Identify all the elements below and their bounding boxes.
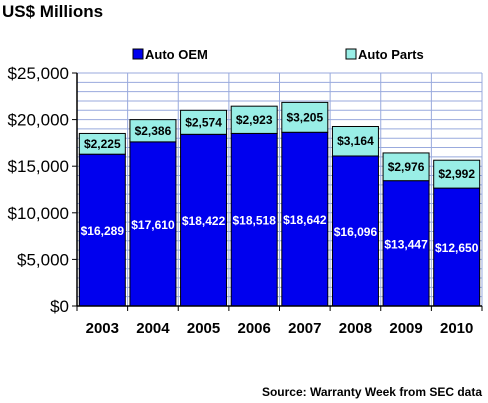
data-label-auto-parts-2003: $2,225 xyxy=(84,137,121,151)
data-label-auto-parts-2010: $2,992 xyxy=(438,167,475,181)
bar-auto-parts-2010 xyxy=(433,159,481,189)
data-label-auto-oem-2010: $12,650 xyxy=(435,241,479,255)
x-tick-label-2010: 2010 xyxy=(440,320,473,337)
data-label-auto-parts-2006: $2,923 xyxy=(236,113,273,127)
bar-auto-oem-2006 xyxy=(230,132,278,307)
data-label-auto-oem-2006: $18,518 xyxy=(232,214,276,228)
x-tick-label-2004: 2004 xyxy=(136,320,170,337)
y-tick-label: $15,000 xyxy=(8,157,69,176)
y-tick-label: $5,000 xyxy=(17,250,69,269)
data-label-auto-oem-2004: $17,610 xyxy=(131,218,175,232)
data-label-auto-parts-2007: $3,205 xyxy=(286,110,323,124)
x-tick-label-2009: 2009 xyxy=(389,320,422,337)
data-label-auto-parts-2005: $2,574 xyxy=(185,115,222,129)
bar-auto-parts-2007 xyxy=(281,101,329,133)
legend-label-auto-parts: Auto Parts xyxy=(358,47,424,62)
bars xyxy=(78,101,481,307)
data-labels: $16,289 $2,225 $17,610 $2,386 $18,422 $2,574 $… xyxy=(81,110,479,255)
bar-auto-oem-2005 xyxy=(180,133,228,307)
y-tick-label: $10,000 xyxy=(8,204,69,223)
data-label-auto-oem-2005: $18,422 xyxy=(182,214,226,228)
bar-auto-parts-2005 xyxy=(180,109,228,135)
x-tick-label-2006: 2006 xyxy=(238,320,271,337)
y-tick-label: $25,000 xyxy=(8,64,69,83)
legend-swatch-auto-oem xyxy=(132,48,144,60)
axes xyxy=(72,72,483,311)
bar-auto-oem-2004 xyxy=(129,141,177,307)
data-label-auto-oem-2003: $16,289 xyxy=(81,224,125,238)
bar-auto-parts-2006 xyxy=(230,105,278,134)
bar-auto-parts-2009 xyxy=(382,152,430,182)
y-tick-label: $0 xyxy=(50,297,69,316)
data-label-auto-parts-2004: $2,386 xyxy=(135,124,172,138)
data-label-auto-oem-2009: $13,447 xyxy=(384,237,428,251)
legend-swatch-auto-parts xyxy=(345,48,357,60)
data-label-auto-oem-2008: $16,096 xyxy=(334,225,378,239)
y-tick-label: $20,000 xyxy=(8,111,69,130)
bar-auto-parts-2004 xyxy=(129,119,177,143)
data-label-auto-parts-2008: $3,164 xyxy=(337,134,374,148)
bar-auto-parts-2003 xyxy=(78,132,126,155)
x-tick-label-2008: 2008 xyxy=(339,320,372,337)
source-note: Source: Warranty Week from SEC data xyxy=(262,385,482,399)
legend: Auto OEM Auto Parts xyxy=(132,47,424,62)
bar-auto-oem-2003 xyxy=(78,153,126,307)
bar-auto-oem-2009 xyxy=(382,180,430,307)
bar-auto-oem-2007 xyxy=(281,131,329,307)
legend-label-auto-oem: Auto OEM xyxy=(145,47,208,62)
x-tick-label-2005: 2005 xyxy=(187,320,220,337)
x-tick-label-2007: 2007 xyxy=(288,320,321,337)
bar-auto-parts-2008 xyxy=(331,125,379,157)
data-label-auto-parts-2009: $2,976 xyxy=(388,160,425,174)
chart-title: US$ Millions xyxy=(2,2,103,21)
bar-auto-oem-2008 xyxy=(331,155,379,307)
data-label-auto-oem-2007: $18,642 xyxy=(283,213,327,227)
x-tick-label-2003: 2003 xyxy=(86,320,119,337)
tick-labels: 2003 2004 2005 2006 2007 2008 2009 2010 $0 $5,000… xyxy=(8,64,474,337)
